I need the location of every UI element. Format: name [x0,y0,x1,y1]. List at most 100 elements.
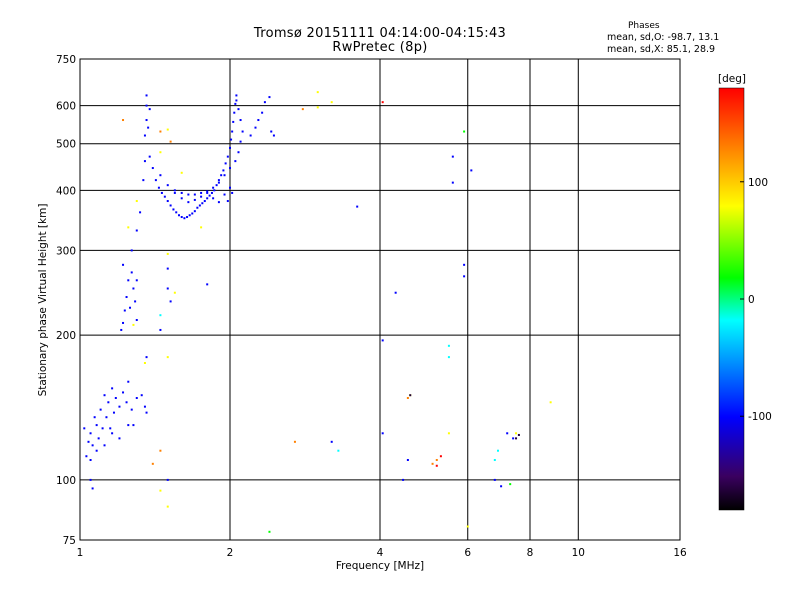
data-point [159,489,162,492]
data-point [223,174,226,177]
x-tick-label: 4 [377,547,384,559]
data-point [159,151,162,154]
data-point [135,397,138,400]
data-point [145,94,148,97]
data-point [509,483,512,486]
data-point [431,462,434,465]
data-point [222,169,225,172]
data-point [129,306,132,309]
data-point [206,283,209,286]
data-point [122,119,125,122]
data-point [140,394,143,397]
x-axis-ticks: 1 2 4 6 8 10 16 [77,547,687,559]
data-point [143,134,146,137]
data-point [166,200,169,203]
data-point [381,432,384,435]
x-tick-label: 16 [673,547,687,559]
data-point [175,211,178,214]
data-point [187,201,190,204]
data-point [173,291,176,294]
data-point [89,458,92,461]
data-point [103,444,106,447]
data-point [89,432,92,435]
data-point [166,287,169,290]
data-point [145,356,148,359]
data-point [103,394,106,397]
data-point [517,433,520,436]
data-point [217,179,220,182]
data-point [381,339,384,342]
data-point [163,195,166,198]
data-point [91,444,94,447]
data-point [356,205,359,208]
data-point [89,478,92,481]
data-point [270,130,273,133]
data-point [237,108,240,111]
data-point [470,169,473,172]
data-point [402,478,405,481]
data-point [122,321,125,324]
data-point [159,174,162,177]
x-tick-label: 8 [527,547,534,559]
data-point [135,229,138,232]
colorbar-tick-label: -100 [748,411,772,423]
data-point [173,191,176,194]
data-point [439,455,442,458]
data-point [233,111,236,114]
data-point [409,394,412,397]
grid-lines [80,59,680,540]
data-point [127,226,130,229]
data-point [217,181,220,184]
data-point [147,126,150,129]
data-point [268,96,271,99]
data-point [159,449,162,452]
x-tick-label: 1 [77,547,84,559]
data-point [180,216,183,219]
y-tick-label: 600 [56,101,76,113]
data-point [330,440,333,443]
data-point [139,211,142,214]
data-point [118,405,121,408]
data-point [148,155,151,158]
y-tick-label: 300 [56,245,76,257]
plot-frame [79,58,681,541]
data-point [151,462,154,465]
data-point [212,197,215,200]
data-point [166,128,169,131]
data-point [451,155,454,158]
data-point [130,408,133,411]
data-point [257,119,260,122]
data-point [166,184,169,187]
data-point [200,195,203,198]
data-point [132,287,135,290]
data-point [493,458,496,461]
y-tick-label: 200 [56,330,76,342]
data-point [201,202,204,205]
data-point [200,226,203,229]
data-point [463,130,466,133]
data-point [213,189,216,192]
data-point [135,200,138,203]
data-point [143,160,146,163]
data-point [212,186,215,189]
data-point [549,401,552,404]
data-point [263,101,266,104]
y-tick-label: 500 [56,139,76,151]
data-point [512,437,515,440]
data-point [132,424,135,427]
data-point [173,189,176,192]
chart-title: Tromsø 20151111 04:14:00-04:15:43 [253,26,507,41]
data-point [249,134,252,137]
data-point [157,186,160,189]
data-point [111,387,114,390]
data-point [435,458,438,461]
data-point [107,401,110,404]
data-point [148,108,151,111]
data-point [166,478,169,481]
data-point [127,279,130,282]
data-point [226,200,229,203]
data-point [447,356,450,359]
data-point [237,151,240,154]
data-point [180,197,183,200]
